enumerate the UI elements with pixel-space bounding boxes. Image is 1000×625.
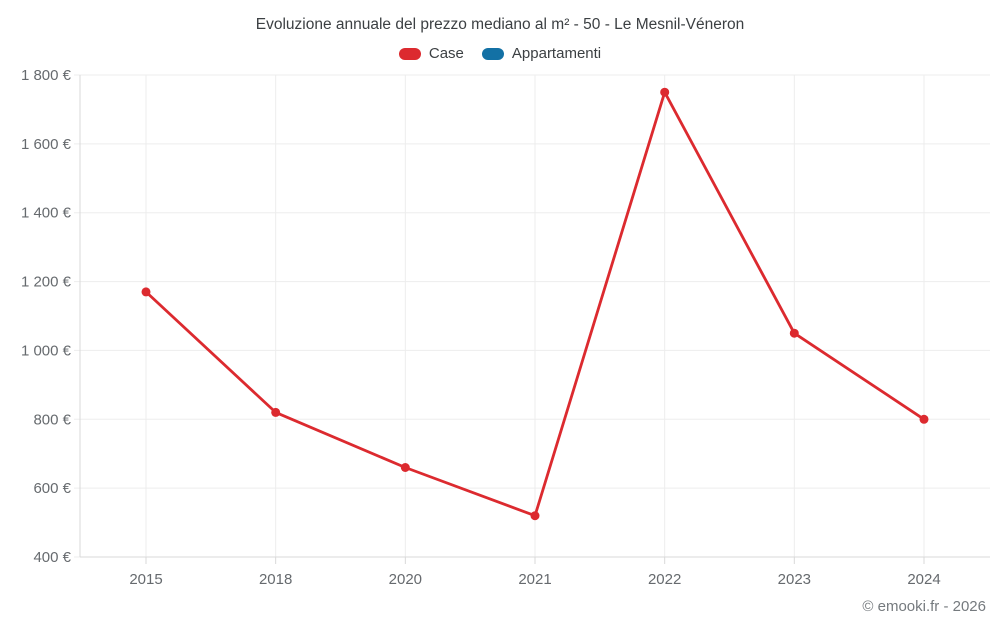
svg-text:600 €: 600 € xyxy=(33,480,71,497)
x-axis-labels: 2015 2018 2020 2021 2022 2023 2024 xyxy=(129,571,940,588)
grid-x xyxy=(145,75,925,564)
data-point[interactable] xyxy=(141,287,151,297)
legend-item-case[interactable]: Case xyxy=(398,45,464,62)
legend-item-appartamenti[interactable]: Appartamenti xyxy=(481,45,602,62)
svg-text:2020: 2020 xyxy=(389,571,422,588)
svg-text:2022: 2022 xyxy=(648,571,681,588)
copyright: © emooki.fr - 2026 xyxy=(862,598,986,615)
data-point[interactable] xyxy=(530,511,540,521)
svg-text:400 €: 400 € xyxy=(33,549,71,566)
chart-title: Evoluzione annuale del prezzo mediano al… xyxy=(255,16,745,33)
svg-text:2024: 2024 xyxy=(907,571,940,588)
svg-text:2015: 2015 xyxy=(129,571,162,588)
svg-text:1 400 €: 1 400 € xyxy=(21,205,72,222)
data-point[interactable] xyxy=(789,328,799,338)
svg-text:1 800 €: 1 800 € xyxy=(21,67,72,84)
legend-label-case: Case xyxy=(428,45,464,62)
svg-text:1 600 €: 1 600 € xyxy=(21,136,72,153)
legend-swatch-case-icon xyxy=(398,47,421,60)
svg-text:800 €: 800 € xyxy=(33,411,71,428)
data-point[interactable] xyxy=(400,463,410,472)
legend-swatch-appartamenti-icon xyxy=(481,47,504,60)
data-point[interactable] xyxy=(919,414,929,424)
svg-text:1 200 €: 1 200 € xyxy=(21,274,72,291)
svg-text:2023: 2023 xyxy=(778,571,811,588)
svg-text:2021: 2021 xyxy=(518,571,551,588)
y-axis-labels: 400 € 600 € 800 € 1 000 € 1 200 € 1 400 € 1 60… xyxy=(21,67,72,566)
grid-y xyxy=(74,74,990,558)
legend-label-appartamenti: Appartamenti xyxy=(511,45,602,62)
data-point[interactable] xyxy=(660,87,670,97)
svg-text:2018: 2018 xyxy=(259,571,292,588)
legend: Case Appartamenti xyxy=(0,45,1000,62)
data-point[interactable] xyxy=(271,407,281,417)
svg-text:1 000 €: 1 000 € xyxy=(21,342,72,359)
